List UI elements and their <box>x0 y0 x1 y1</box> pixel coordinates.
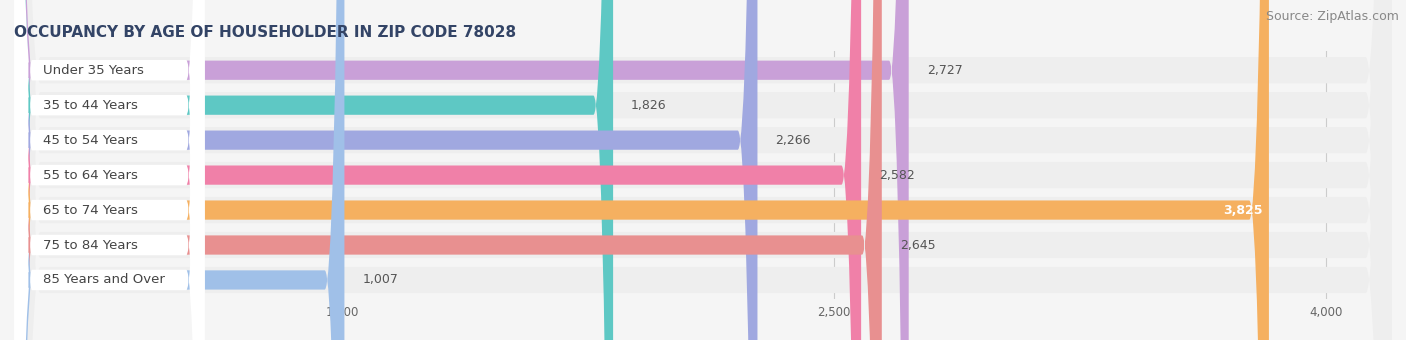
Text: Under 35 Years: Under 35 Years <box>44 64 143 77</box>
FancyBboxPatch shape <box>14 0 1392 340</box>
Text: 85 Years and Over: 85 Years and Over <box>44 273 165 287</box>
Text: Source: ZipAtlas.com: Source: ZipAtlas.com <box>1265 10 1399 23</box>
FancyBboxPatch shape <box>14 0 882 340</box>
FancyBboxPatch shape <box>14 0 758 340</box>
FancyBboxPatch shape <box>14 0 1392 340</box>
FancyBboxPatch shape <box>14 0 908 340</box>
Text: 2,727: 2,727 <box>927 64 963 77</box>
FancyBboxPatch shape <box>14 0 1392 340</box>
Text: 2,645: 2,645 <box>900 239 935 252</box>
Text: 75 to 84 Years: 75 to 84 Years <box>44 239 138 252</box>
FancyBboxPatch shape <box>14 0 1392 340</box>
FancyBboxPatch shape <box>14 0 1392 340</box>
Text: 2,582: 2,582 <box>879 169 915 182</box>
FancyBboxPatch shape <box>14 0 204 340</box>
Text: 45 to 54 Years: 45 to 54 Years <box>44 134 138 147</box>
Text: 1,007: 1,007 <box>363 273 398 287</box>
Text: 2,266: 2,266 <box>776 134 811 147</box>
Text: 1,826: 1,826 <box>631 99 666 112</box>
FancyBboxPatch shape <box>14 0 613 340</box>
FancyBboxPatch shape <box>14 0 1392 340</box>
Text: OCCUPANCY BY AGE OF HOUSEHOLDER IN ZIP CODE 78028: OCCUPANCY BY AGE OF HOUSEHOLDER IN ZIP C… <box>14 25 516 40</box>
FancyBboxPatch shape <box>14 0 204 340</box>
FancyBboxPatch shape <box>14 0 1268 340</box>
Text: 35 to 44 Years: 35 to 44 Years <box>44 99 138 112</box>
FancyBboxPatch shape <box>14 0 204 340</box>
FancyBboxPatch shape <box>14 0 204 340</box>
FancyBboxPatch shape <box>14 0 1392 340</box>
FancyBboxPatch shape <box>14 0 344 340</box>
Text: 3,825: 3,825 <box>1223 204 1263 217</box>
FancyBboxPatch shape <box>14 0 204 340</box>
Text: 55 to 64 Years: 55 to 64 Years <box>44 169 138 182</box>
FancyBboxPatch shape <box>14 0 860 340</box>
FancyBboxPatch shape <box>14 0 204 340</box>
FancyBboxPatch shape <box>14 0 204 340</box>
Text: 65 to 74 Years: 65 to 74 Years <box>44 204 138 217</box>
